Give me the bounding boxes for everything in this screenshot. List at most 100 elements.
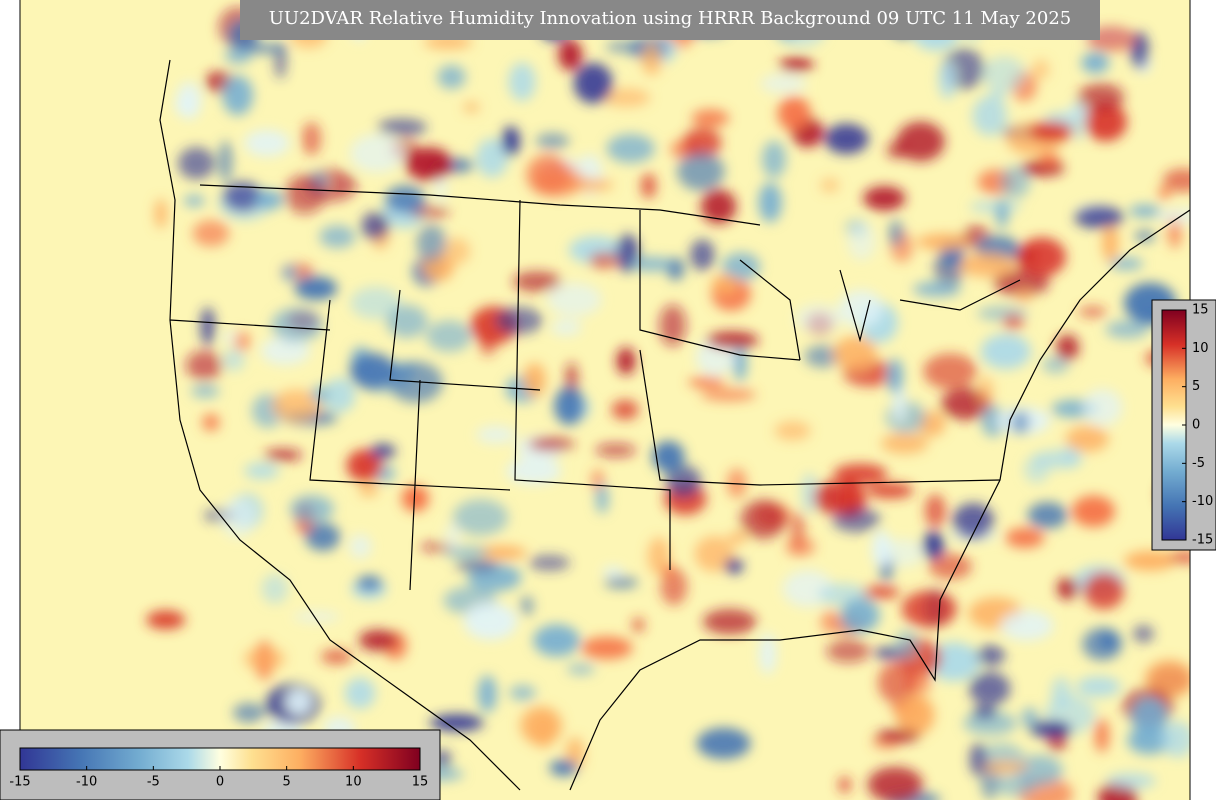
field-blob [358,629,398,651]
field-blob [344,677,376,709]
field-blob [386,304,428,338]
field-blob [200,307,216,346]
field-blob [1071,98,1087,141]
field-blob [426,320,472,352]
field-blob [995,773,1037,797]
field-blob [174,96,195,115]
field-blob [444,522,461,551]
field-blob [761,140,787,178]
field-blob [177,147,215,180]
field-blob [632,617,645,633]
field-blob [190,384,220,398]
field-blob [455,559,499,572]
field-blob [969,742,987,776]
field-blob [801,473,818,513]
field-blob [922,531,945,560]
field-blob [647,537,671,576]
field-blob [901,590,958,628]
field-blob [683,127,722,158]
field-blob [192,220,230,247]
field-blob [663,563,676,580]
field-blob [222,181,263,212]
field-blob [863,186,906,211]
field-blob [1078,306,1107,318]
boundaries [159,59,1190,791]
tick-label: -15 [1192,533,1213,548]
field-blob [566,663,595,675]
field-blob [818,478,864,515]
field-blob [185,350,223,381]
tick-label: 15 [412,775,429,790]
field-blob [795,304,842,333]
field-blob [688,377,726,388]
field-blob [1017,237,1066,277]
field-blob [882,538,925,568]
field-blob [509,685,536,701]
field-blob [982,56,1026,93]
field-blob [523,362,546,397]
field-blob [820,178,840,193]
field-blob [1055,334,1080,361]
field-blob [1005,527,1045,548]
tick-label: -5 [1192,456,1205,471]
field-blob [535,133,570,149]
field-blob [282,264,296,282]
field-blob [224,47,252,64]
field-blob [416,224,447,262]
field-blob [652,440,685,473]
field-blob [463,102,480,113]
field-blob [927,642,980,682]
field-blob [1106,772,1156,789]
field-blob [350,134,405,173]
field-blob [1076,676,1121,697]
field-blob [1042,356,1070,374]
field-blob [1105,320,1149,339]
field-blob [429,714,484,732]
field-blob [463,602,518,640]
field-blob [479,332,497,356]
field-blob [146,610,186,630]
field-blob [740,499,787,540]
field-blob [924,493,946,528]
field-blob [1094,718,1110,753]
field-blob [880,432,929,454]
field-blob [1000,166,1031,199]
field-blob [558,39,583,71]
tick-label: 0 [216,775,224,790]
field-blob [495,306,543,335]
field-blob [289,495,334,523]
field-blob [358,483,379,497]
field-blob [867,766,923,800]
field-blob [833,463,888,484]
colorbar-ticks: -15 -10 -5 0 5 10 15 [9,766,428,790]
field-blob [271,307,323,343]
field-blob [573,62,613,104]
field-blob [779,57,814,72]
field-blob [520,595,534,616]
field-blob [348,534,372,559]
field-blob [301,121,322,156]
field-blob [702,608,757,635]
field-blob [1124,550,1176,571]
field-blob [887,358,903,395]
field-blob [350,286,401,320]
field-blob [553,386,585,426]
field-blob [1161,721,1190,758]
field-blob [840,598,880,633]
field-blob [838,776,851,794]
field-blob [976,645,1006,666]
map-background [20,0,1190,800]
field-blob [320,649,353,665]
tick-label: 5 [1192,379,1200,394]
field-blob [1056,577,1079,600]
field-blob [604,576,639,589]
field-blob [871,530,892,568]
tick-label: -5 [147,775,160,790]
title-box [240,0,1100,40]
field-blob [220,497,256,539]
field-blob [550,319,582,336]
field-blob [804,345,841,368]
tick-label: 10 [345,775,362,790]
field-blob [1162,168,1190,193]
